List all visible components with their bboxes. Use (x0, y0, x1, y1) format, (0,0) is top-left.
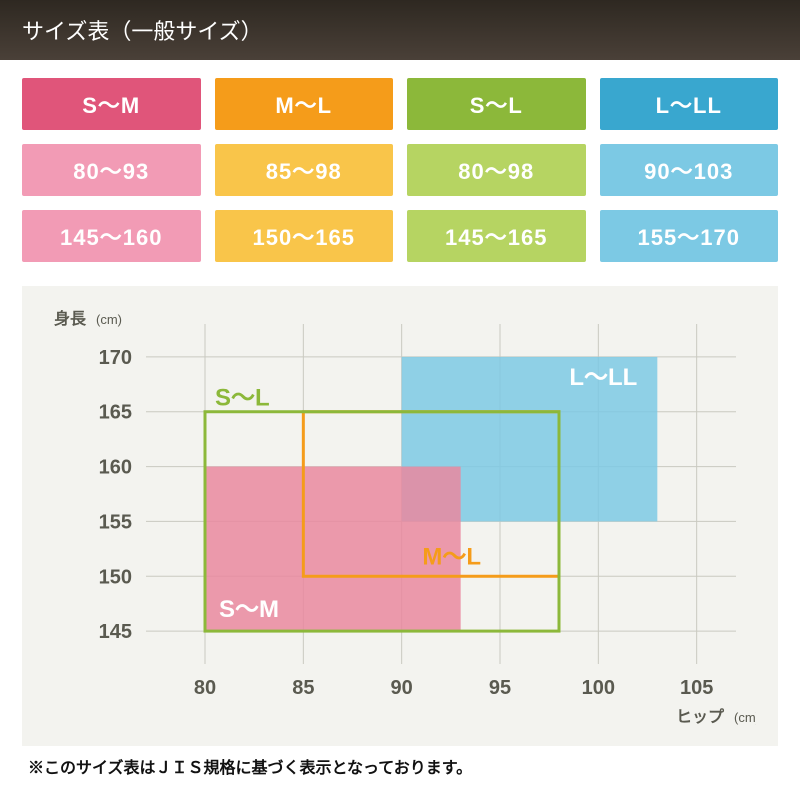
size-header-cell: S～M (22, 78, 201, 130)
svg-text:105: 105 (680, 677, 713, 699)
svg-text:160: 160 (99, 457, 132, 479)
size-data-cell: 145～160 (22, 210, 201, 262)
size-header-cell: M～L (215, 78, 394, 130)
region-label: L～LL (569, 364, 637, 391)
svg-text:145: 145 (99, 621, 132, 643)
svg-text:155: 155 (99, 511, 132, 533)
svg-text:ヒップ: ヒップ (676, 707, 725, 726)
size-header-cell: L～LL (600, 78, 779, 130)
size-data-cell: 145～165 (407, 210, 586, 262)
size-data-cell: 155～170 (600, 210, 779, 262)
svg-text:150: 150 (99, 566, 132, 588)
svg-text:100: 100 (582, 677, 615, 699)
region-label: S～L (215, 385, 270, 412)
size-data-cell: 80～93 (22, 144, 201, 196)
region-label: M～L (422, 543, 481, 570)
svg-text:身長: 身長 (54, 309, 87, 328)
svg-text:95: 95 (489, 677, 511, 699)
size-table: S～M M～LS～L L～LL 80～93 85～9880～98 90～103 145～16… (0, 60, 800, 272)
size-chart: 145 150 155 160 165 170 80 85 90 95 100 105 身長 (cm) ヒッ… (22, 286, 778, 746)
header-title: サイズ表（一般サイズ） (22, 19, 263, 44)
svg-text:80: 80 (194, 677, 216, 699)
header-bar: サイズ表（一般サイズ） (0, 0, 800, 60)
size-data-cell: 85～98 (215, 144, 394, 196)
svg-text:90: 90 (391, 677, 413, 699)
svg-text:165: 165 (99, 402, 132, 424)
size-header-cell: S～L (407, 78, 586, 130)
svg-text:85: 85 (292, 677, 314, 699)
footnote: ※このサイズ表はＪＩＳ規格に基づく表示となっております。 (0, 752, 800, 792)
size-data-cell: 80～98 (407, 144, 586, 196)
svg-text:(cm): (cm) (734, 710, 756, 725)
svg-text:(cm): (cm) (96, 312, 122, 327)
svg-text:170: 170 (99, 347, 132, 369)
size-data-cell: 150～165 (215, 210, 394, 262)
size-data-cell: 90～103 (600, 144, 779, 196)
region-label: S～M (219, 596, 279, 623)
